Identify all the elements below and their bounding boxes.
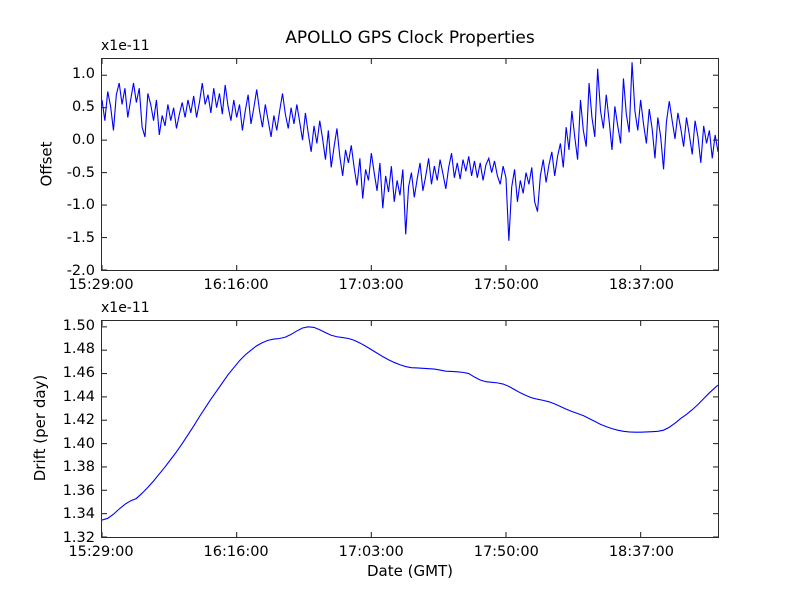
x-tick-label: 18:37:00	[608, 277, 674, 293]
x-tick-label: 16:16:00	[203, 544, 269, 560]
y-tick-label: 1.38	[62, 459, 95, 476]
x-tick-label: 16:16:00	[203, 277, 269, 293]
y-tick-label: 1.34	[62, 506, 95, 523]
x-tick-label: 17:50:00	[473, 277, 539, 293]
y-tick-label: -1.5	[66, 230, 95, 247]
data-line	[102, 327, 718, 520]
x-tick-label: 18:37:00	[608, 544, 674, 560]
offset-series-svg	[102, 59, 718, 270]
x-tick-label: 17:50:00	[473, 544, 539, 560]
drift-series-svg	[102, 321, 718, 537]
y-tick-label: 0.0	[71, 131, 95, 148]
offset-plot-area[interactable]	[101, 58, 719, 271]
figure-title: APOLLO GPS Clock Properties	[285, 28, 535, 48]
drift-plot-area[interactable]	[101, 320, 719, 538]
y-tick-label: -1.0	[66, 197, 95, 214]
drift-x-axis-title: Date (GMT)	[366, 562, 454, 580]
y-tick-label: 1.36	[62, 482, 95, 499]
y-tick-label: 1.48	[62, 341, 95, 358]
x-tick-label: 15:29:00	[68, 277, 134, 293]
y-tick-label: 1.50	[62, 317, 95, 334]
drift-exponent-label: x1e-11	[101, 300, 150, 316]
y-tick-label: 1.44	[62, 388, 95, 405]
y-tick-label: 0.5	[71, 99, 95, 116]
y-tick-label: 1.42	[62, 412, 95, 429]
y-tick-label: 1.46	[62, 365, 95, 382]
y-tick-label: 1.32	[62, 530, 95, 546]
x-tick-label: 17:03:00	[338, 544, 404, 560]
data-line	[102, 62, 718, 241]
y-tick-label: -0.5	[66, 164, 95, 181]
y-tick-label: 1.40	[62, 435, 95, 452]
y-tick-label: -2.0	[66, 263, 95, 279]
x-tick-label: 15:29:00	[68, 544, 134, 560]
offset-exponent-label: x1e-11	[101, 38, 150, 54]
y-tick-label: 1.0	[71, 66, 95, 83]
x-tick-label: 17:03:00	[338, 277, 404, 293]
